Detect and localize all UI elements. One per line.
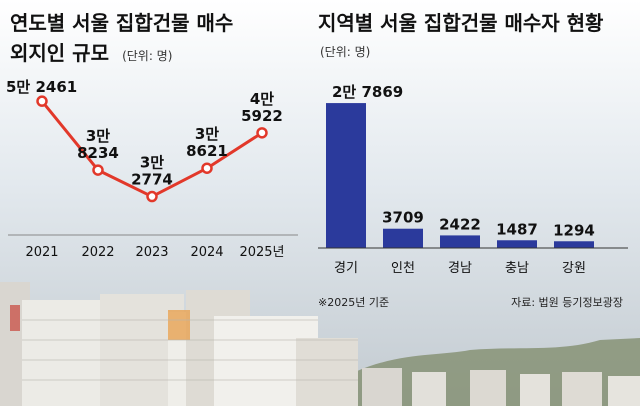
line-point bbox=[92, 164, 104, 176]
footnote: ※2025년 기준 bbox=[318, 296, 389, 309]
line-point bbox=[201, 162, 213, 174]
bar bbox=[440, 235, 480, 248]
bar bbox=[497, 240, 537, 248]
left-chart-title-line-2: 외지인 규모 (단위: 명) bbox=[10, 41, 172, 65]
data-label: 5만 2461 bbox=[6, 78, 77, 96]
bar-category-label: 강원 bbox=[562, 261, 586, 276]
bar-value-label: 3709 bbox=[382, 209, 424, 227]
bar-category-label: 인천 bbox=[391, 261, 415, 276]
x-tick-label: 2021 bbox=[25, 245, 58, 260]
right-chart-title: 지역별 서울 집합건물 매수자 현황 bbox=[318, 11, 604, 35]
left-chart-title-text: 외지인 규모 bbox=[10, 41, 109, 65]
bar-value-label: 2422 bbox=[439, 215, 481, 233]
bar bbox=[383, 228, 423, 248]
data-label: 3만 8234 bbox=[77, 127, 119, 162]
x-tick-label: 2022 bbox=[81, 245, 114, 260]
bar-value-label: 2만 7869 bbox=[332, 83, 403, 101]
left-chart-title-line-1: 연도별 서울 집합건물 매수 bbox=[10, 11, 233, 35]
bar-value-label: 1294 bbox=[553, 221, 595, 239]
left-chart-unit: (단위: 명) bbox=[122, 49, 172, 63]
right-chart-unit: (단위: 명) bbox=[320, 45, 370, 59]
data-label: 3만 8621 bbox=[186, 125, 228, 160]
left-chart: 연도별 서울 집합건물 매수 외지인 규모 (단위: 명) 5만 2461 3만 8… bbox=[6, 11, 298, 260]
x-tick-label: 2023 bbox=[135, 245, 168, 260]
x-tick-label: 2024 bbox=[190, 245, 223, 260]
bar bbox=[554, 241, 594, 248]
bar bbox=[326, 103, 366, 248]
bar-category-label: 충남 bbox=[505, 261, 529, 276]
bar-category-label: 경남 bbox=[448, 261, 472, 276]
bar-category-label: 경기 bbox=[334, 261, 358, 276]
data-label: 4만 5922 bbox=[241, 90, 283, 125]
bar-value-label: 1487 bbox=[496, 220, 538, 238]
line-point bbox=[146, 190, 158, 203]
right-chart: 지역별 서울 집합건물 매수자 현황 (단위: 명) 2만 7869 3709 24… bbox=[318, 11, 628, 276]
x-tick-label: 2025년 bbox=[239, 245, 284, 260]
source-note: 자료: 법원 등기정보광장 bbox=[511, 296, 623, 309]
data-label: 3만 2774 bbox=[131, 154, 173, 189]
line-point bbox=[256, 127, 268, 139]
line-point bbox=[36, 95, 48, 107]
